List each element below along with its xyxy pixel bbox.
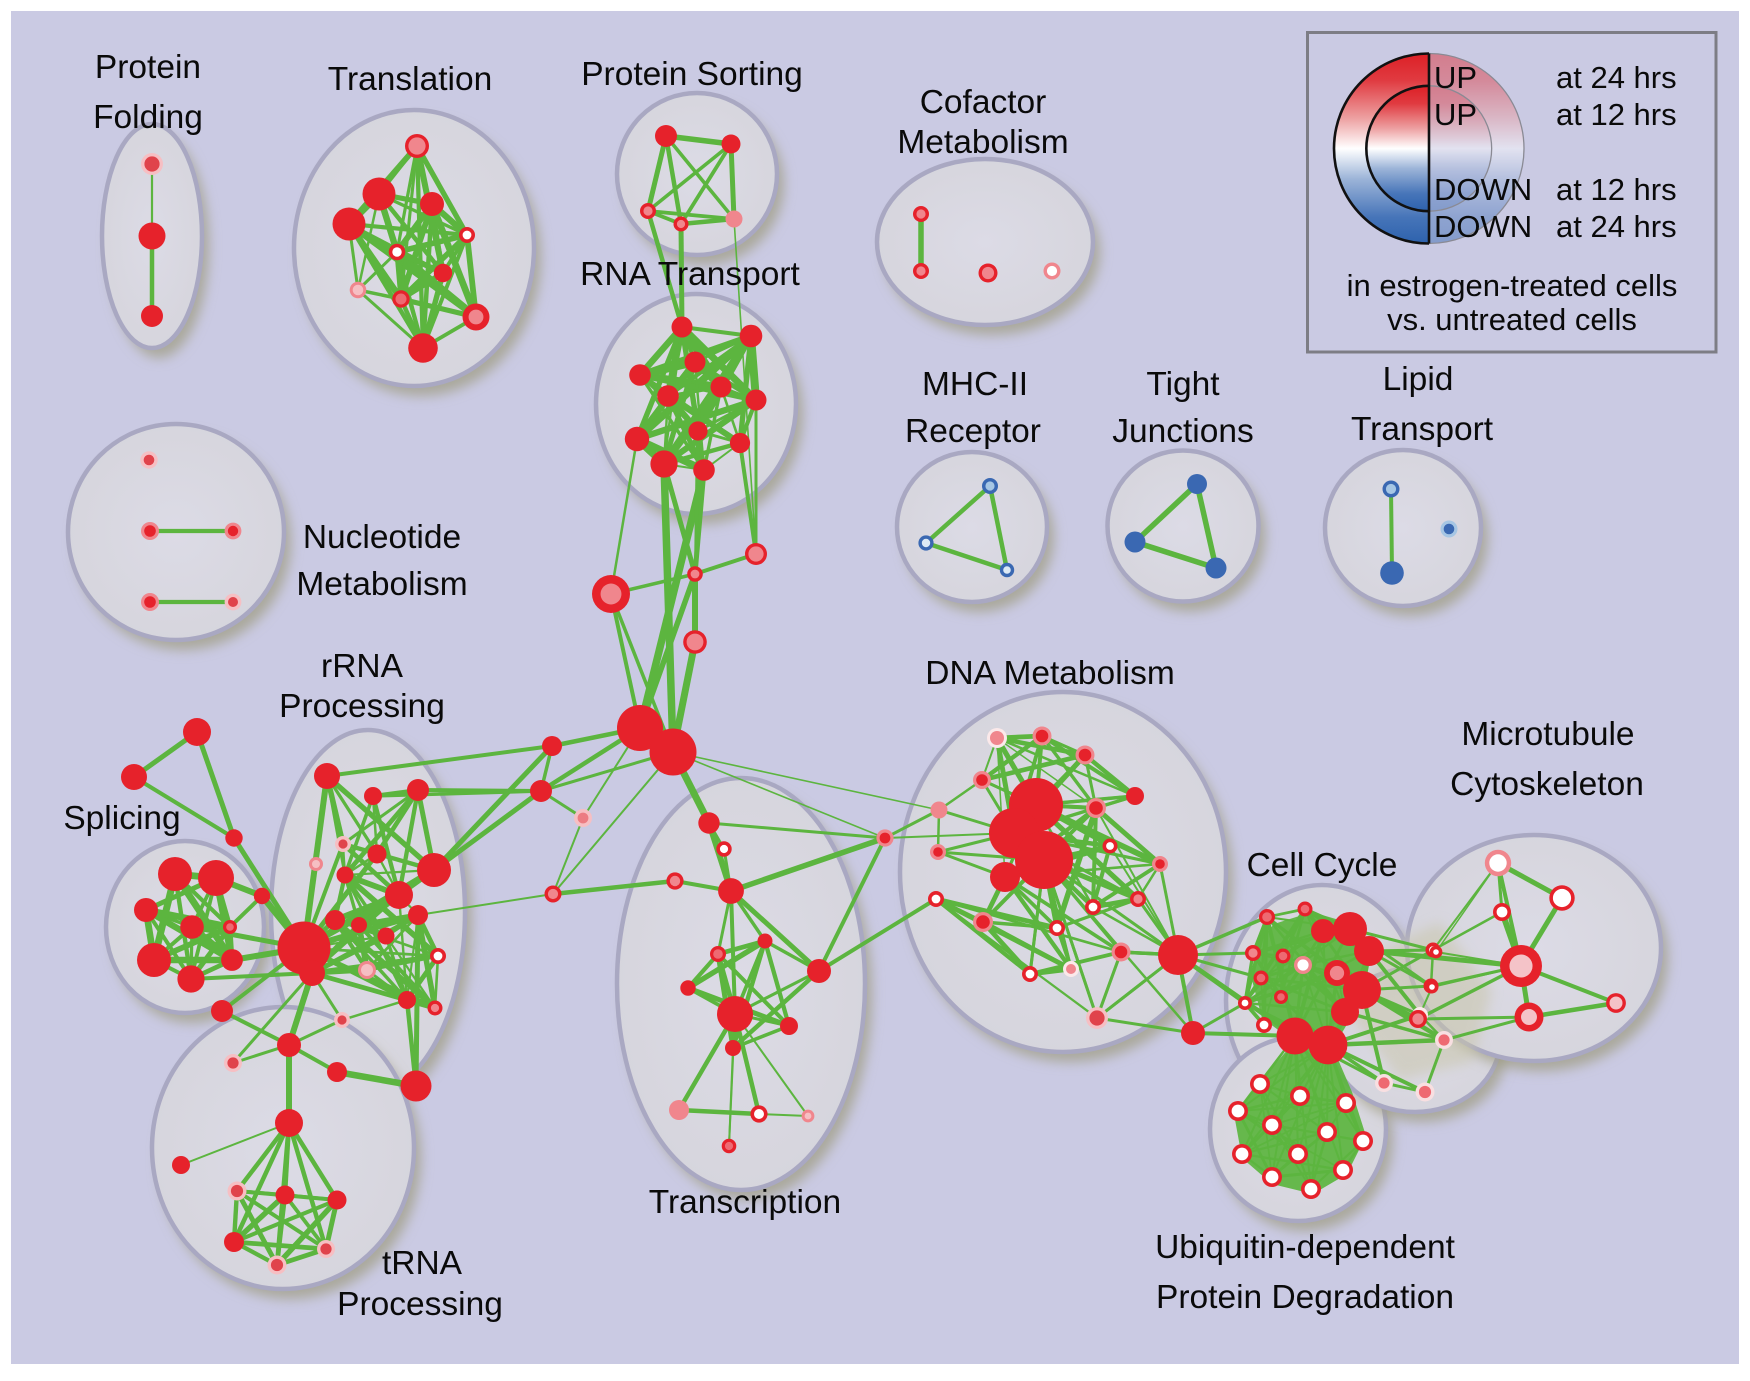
svg-text:Cofactor: Cofactor (920, 84, 1047, 121)
svg-text:Protein Degradation: Protein Degradation (1156, 1279, 1454, 1316)
svg-text:Cytoskeleton: Cytoskeleton (1450, 766, 1644, 803)
svg-text:at 12 hrs: at 12 hrs (1556, 97, 1677, 132)
svg-text:Translation: Translation (328, 61, 492, 98)
svg-text:Transport: Transport (1351, 411, 1494, 448)
svg-text:Splicing: Splicing (63, 800, 180, 837)
svg-text:Cell Cycle: Cell Cycle (1247, 847, 1398, 884)
svg-text:Protein: Protein (95, 49, 201, 86)
svg-text:RNA Transport: RNA Transport (580, 256, 800, 293)
svg-text:UP: UP (1434, 97, 1477, 132)
svg-text:Processing: Processing (337, 1286, 503, 1323)
svg-text:vs. untreated cells: vs. untreated cells (1387, 302, 1637, 337)
svg-text:Receptor: Receptor (905, 413, 1041, 450)
svg-text:Protein Sorting: Protein Sorting (581, 56, 803, 93)
svg-text:DOWN: DOWN (1434, 209, 1532, 244)
svg-text:Metabolism: Metabolism (897, 124, 1068, 161)
svg-text:DOWN: DOWN (1434, 172, 1532, 207)
svg-text:UP: UP (1434, 60, 1477, 95)
svg-text:DNA Metabolism: DNA Metabolism (925, 655, 1174, 692)
svg-text:at 24 hrs: at 24 hrs (1556, 60, 1677, 95)
svg-text:Metabolism: Metabolism (296, 566, 467, 603)
svg-text:tRNA: tRNA (382, 1245, 463, 1282)
svg-text:Lipid: Lipid (1383, 361, 1454, 398)
svg-text:Microtubule: Microtubule (1461, 716, 1634, 753)
svg-text:in estrogen-treated cells: in estrogen-treated cells (1347, 268, 1678, 303)
svg-text:Tight: Tight (1146, 366, 1220, 403)
svg-text:rRNA: rRNA (321, 648, 404, 685)
svg-text:Junctions: Junctions (1112, 413, 1254, 450)
svg-text:Nucleotide: Nucleotide (303, 519, 461, 556)
svg-text:MHC-II: MHC-II (922, 366, 1028, 403)
svg-text:Transcription: Transcription (649, 1184, 841, 1221)
svg-text:at 24 hrs: at 24 hrs (1556, 209, 1677, 244)
svg-text:Folding: Folding (93, 99, 203, 136)
svg-text:at 12 hrs: at 12 hrs (1556, 172, 1677, 207)
svg-text:Processing: Processing (279, 688, 445, 725)
svg-text:Ubiquitin-dependent: Ubiquitin-dependent (1155, 1229, 1456, 1266)
